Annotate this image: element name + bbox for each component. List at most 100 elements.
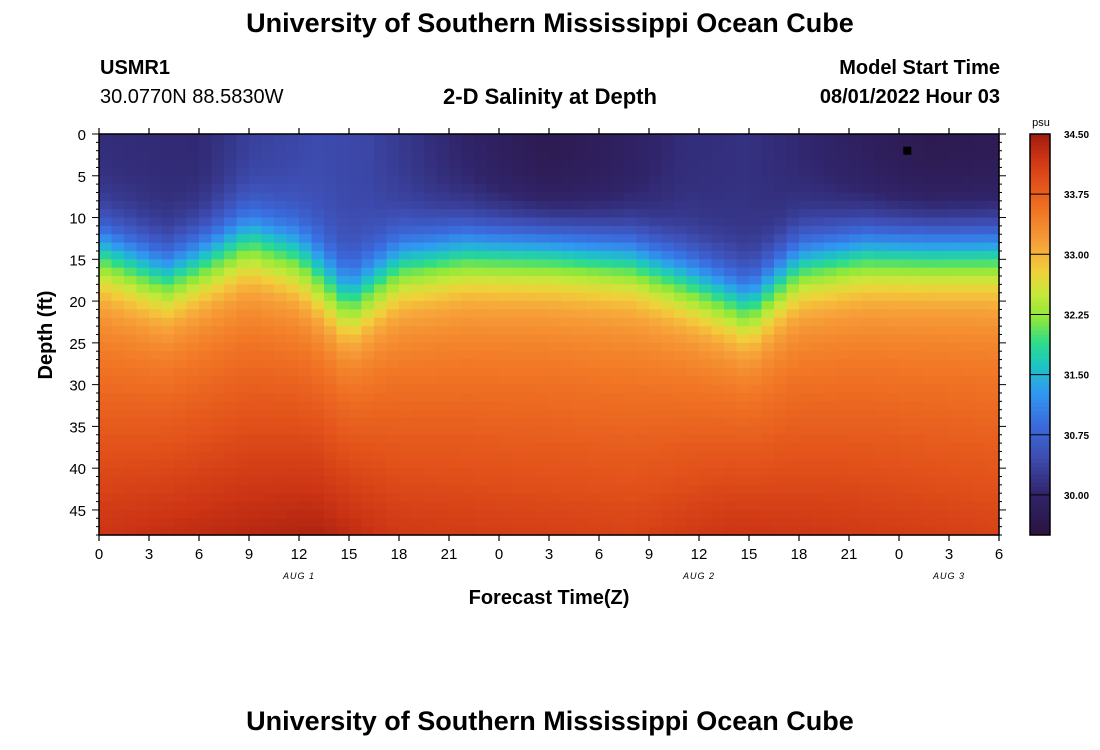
heatmap-cell — [486, 159, 500, 169]
heatmap-cell — [674, 509, 688, 519]
colorbar-band — [1030, 514, 1050, 520]
heatmap-cell — [474, 342, 488, 352]
heatmap-cell — [186, 159, 200, 169]
heatmap-cell — [299, 309, 313, 319]
heatmap-cell — [161, 426, 175, 436]
heatmap-cell — [736, 401, 750, 411]
heatmap-cell — [686, 317, 700, 327]
heatmap-cell — [249, 259, 263, 269]
heatmap-cell — [236, 326, 250, 336]
heatmap-cell — [686, 259, 700, 269]
heatmap-cell — [324, 326, 338, 336]
heatmap-cell — [461, 259, 475, 269]
heatmap-cell — [499, 276, 513, 285]
heatmap-cell — [524, 526, 538, 536]
heatmap-cell — [824, 167, 838, 177]
heatmap-cell — [286, 493, 300, 503]
heatmap-cell — [786, 159, 800, 169]
heatmap-cell — [736, 468, 750, 478]
heatmap-cell — [249, 409, 263, 419]
heatmap-cell — [274, 384, 288, 394]
colorbar-band — [1030, 162, 1050, 167]
heatmap-cell — [799, 250, 813, 260]
heatmap-cell — [949, 326, 963, 336]
heatmap-cell — [761, 150, 775, 160]
heatmap-cell — [874, 175, 888, 185]
heatmap-cell — [874, 167, 888, 177]
heatmap-cell — [686, 384, 700, 394]
heatmap-cell — [124, 167, 138, 177]
heatmap-cell — [886, 451, 900, 461]
heatmap-cell — [636, 292, 650, 302]
heatmap-cell — [249, 250, 263, 260]
heatmap-cell — [149, 284, 163, 294]
y-tick-label: 15 — [69, 252, 86, 269]
heatmap-cell — [299, 443, 313, 453]
heatmap-cell — [686, 376, 700, 386]
x-tick-label: 6 — [595, 546, 603, 563]
heatmap-cell — [811, 359, 825, 369]
heatmap-cell — [311, 376, 325, 386]
heatmap-cell — [561, 526, 575, 536]
heatmap-cell — [674, 476, 688, 486]
heatmap-cell — [324, 493, 338, 503]
heatmap-cell — [686, 409, 700, 419]
heatmap-cell — [561, 443, 575, 453]
heatmap-cell — [99, 351, 113, 361]
heatmap-cell — [99, 276, 113, 285]
heatmap-cell — [99, 409, 113, 419]
heatmap-cell — [836, 217, 850, 227]
heatmap-cell — [861, 468, 875, 478]
heatmap-cell — [174, 484, 188, 494]
heatmap-cell — [786, 175, 800, 185]
heatmap-cell — [274, 526, 288, 536]
heatmap-cell — [661, 384, 675, 394]
heatmap-cell — [324, 501, 338, 511]
heatmap-cell — [349, 267, 363, 277]
heatmap-cell — [786, 468, 800, 478]
heatmap-cell — [899, 276, 913, 285]
heatmap-cell — [661, 200, 675, 210]
heatmap-cell — [449, 359, 463, 369]
heatmap-cell — [624, 476, 638, 486]
heatmap-cell — [461, 150, 475, 160]
heatmap-cell — [324, 409, 338, 419]
heatmap-cell — [299, 359, 313, 369]
heatmap-cell — [811, 317, 825, 327]
heatmap-cell — [699, 392, 713, 402]
heatmap-cell — [274, 434, 288, 444]
heatmap-cell — [924, 518, 938, 528]
heatmap-cell — [599, 284, 613, 294]
heatmap-cell — [511, 509, 525, 519]
heatmap-cell — [399, 309, 413, 319]
heatmap-cell — [786, 418, 800, 427]
heatmap-cell — [899, 301, 913, 311]
heatmap-cell — [874, 134, 888, 143]
heatmap-cell — [111, 409, 125, 419]
heatmap-cell — [311, 518, 325, 528]
heatmap-cell — [724, 468, 738, 478]
heatmap-cell — [199, 167, 213, 177]
heatmap-cell — [836, 317, 850, 327]
heatmap-cell — [799, 501, 813, 511]
heatmap-cell — [824, 250, 838, 260]
heatmap-cell — [524, 184, 538, 194]
heatmap-cell — [274, 292, 288, 302]
heatmap-cell — [961, 276, 975, 285]
heatmap-cell — [299, 334, 313, 344]
heatmap-cell — [886, 150, 900, 160]
heatmap-cell — [349, 434, 363, 444]
heatmap-cell — [524, 317, 538, 327]
heatmap-cell — [274, 376, 288, 386]
heatmap-cell — [711, 242, 725, 252]
heatmap-cell — [461, 409, 475, 419]
heatmap-cell — [611, 225, 625, 235]
heatmap-cell — [349, 509, 363, 519]
heatmap-cell — [249, 367, 263, 377]
heatmap-cell — [536, 326, 550, 336]
heatmap-cell — [124, 200, 138, 210]
heatmap-cell — [411, 384, 425, 394]
heatmap-cell — [849, 267, 863, 277]
heatmap-cell — [936, 242, 950, 252]
